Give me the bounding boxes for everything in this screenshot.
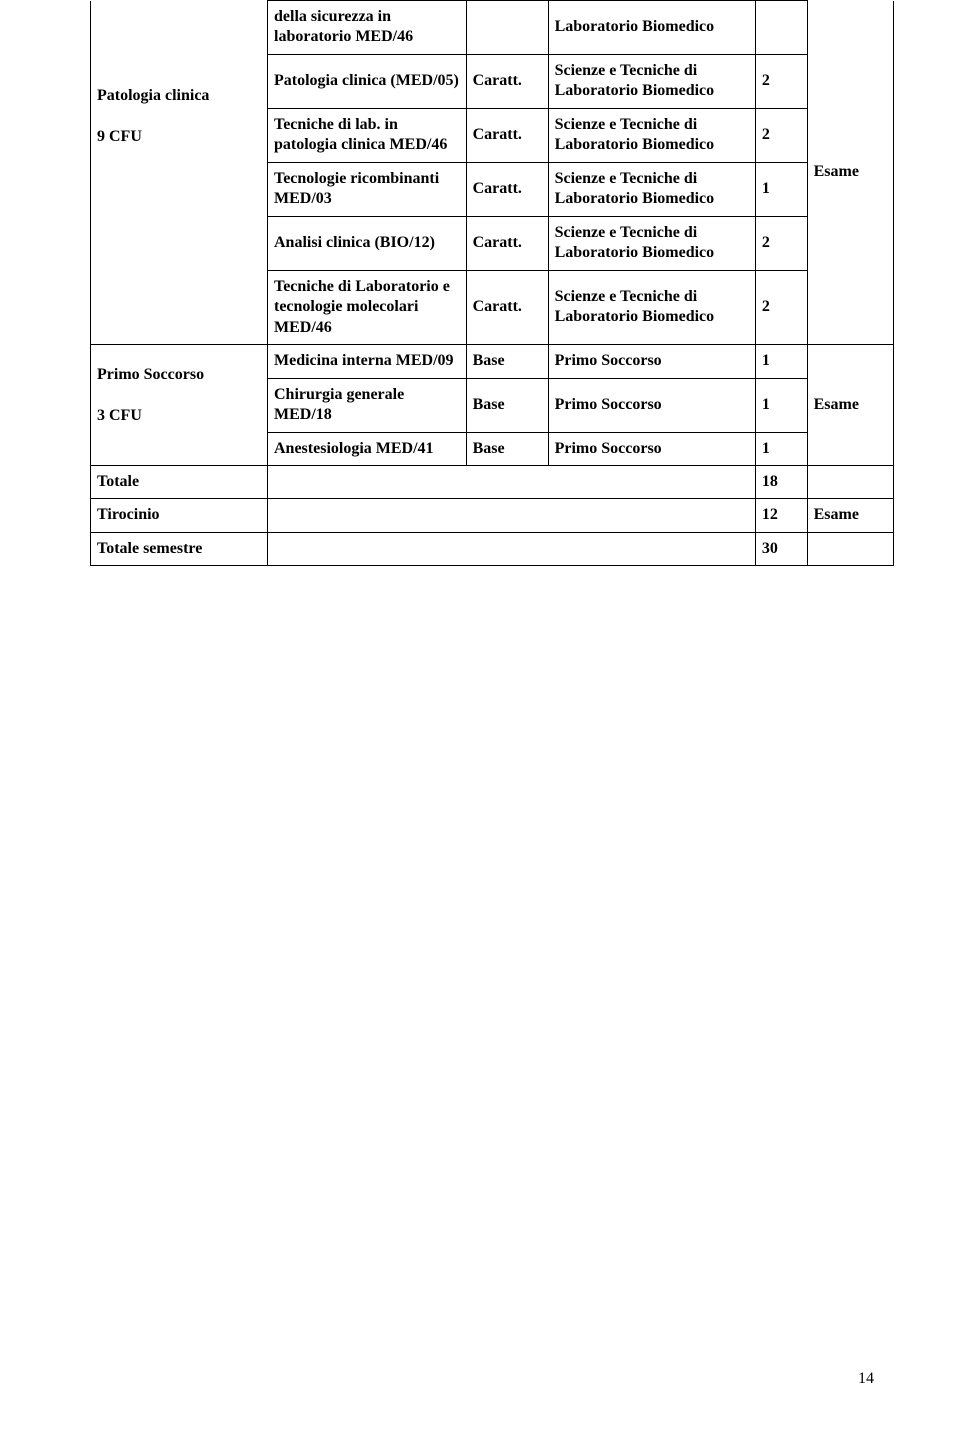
cell-empty	[268, 532, 756, 565]
cell-sector: Laboratorio Biomedico	[548, 1, 755, 55]
course-cfu: 9 CFU	[97, 128, 142, 145]
cell-cfu: 2	[755, 216, 807, 270]
cell-course-group: Primo Soccorso 3 CFU	[91, 345, 268, 466]
cell-type: Caratt.	[466, 270, 548, 344]
cell-sector: Scienze e Tecniche di Laboratorio Biomed…	[548, 108, 755, 162]
cell-type: Caratt.	[466, 108, 548, 162]
cell-module: Tecniche di Laboratorio e tecnologie mol…	[268, 270, 467, 344]
cell-empty	[807, 465, 893, 498]
cell-module: Analisi clinica (BIO/12)	[268, 216, 467, 270]
cell-exam: Esame	[807, 499, 893, 532]
cell-type: Base	[466, 345, 548, 378]
cell-cfu	[755, 1, 807, 55]
course-title: Patologia clinica	[97, 87, 209, 104]
cell-module: Medicina interna MED/09	[268, 345, 467, 378]
cell-course-group: Patologia clinica 9 CFU	[91, 54, 268, 344]
cell-cfu: 2	[755, 270, 807, 344]
page-number: 14	[858, 1370, 874, 1388]
table-row: Patologia clinica 9 CFU Patologia clinic…	[91, 54, 894, 108]
cell-sector: Primo Soccorso	[548, 345, 755, 378]
cell-type	[466, 1, 548, 55]
cell-module: Chirurgia generale MED/18	[268, 378, 467, 432]
cell-total-label: Totale semestre	[91, 532, 268, 565]
cell-cfu: 1	[755, 432, 807, 465]
cell-exam: Esame	[807, 345, 893, 466]
curriculum-table: della sicurezza in laboratorio MED/46 La…	[90, 0, 894, 566]
table-row: Primo Soccorso 3 CFU Medicina interna ME…	[91, 345, 894, 378]
cell-total-value: 30	[755, 532, 807, 565]
cell-cfu: 2	[755, 54, 807, 108]
cell-type: Caratt.	[466, 216, 548, 270]
page: della sicurezza in laboratorio MED/46 La…	[0, 0, 960, 1436]
cell-cfu: 2	[755, 108, 807, 162]
cell-exam: Esame	[807, 1, 893, 345]
cell-empty	[807, 532, 893, 565]
cell-sector: Scienze e Tecniche di Laboratorio Biomed…	[548, 216, 755, 270]
cell-type: Base	[466, 378, 548, 432]
cell-cfu: 1	[755, 162, 807, 216]
cell-total-value: 12	[755, 499, 807, 532]
cell-type: Caratt.	[466, 54, 548, 108]
cell-module: Tecniche di lab. in patologia clinica ME…	[268, 108, 467, 162]
cell-module: Patologia clinica (MED/05)	[268, 54, 467, 108]
cell-cfu: 1	[755, 345, 807, 378]
cell-cfu: 1	[755, 378, 807, 432]
cell-module: Tecnologie ricombinanti MED/03	[268, 162, 467, 216]
table-row: della sicurezza in laboratorio MED/46 La…	[91, 1, 894, 55]
course-title: Primo Soccorso	[97, 366, 204, 383]
cell-module: della sicurezza in laboratorio MED/46	[268, 1, 467, 55]
cell-empty	[268, 499, 756, 532]
cell-sector: Primo Soccorso	[548, 432, 755, 465]
cell-empty	[268, 465, 756, 498]
cell-sector: Primo Soccorso	[548, 378, 755, 432]
cell-type: Caratt.	[466, 162, 548, 216]
table-row-totale: Totale 18	[91, 465, 894, 498]
course-cfu: 3 CFU	[97, 407, 142, 424]
cell-type: Base	[466, 432, 548, 465]
cell-total-label: Tirocinio	[91, 499, 268, 532]
table-row-totale-semestre: Totale semestre 30	[91, 532, 894, 565]
cell-total-label: Totale	[91, 465, 268, 498]
table-row-tirocinio: Tirocinio 12 Esame	[91, 499, 894, 532]
cell-sector: Scienze e Tecniche di Laboratorio Biomed…	[548, 54, 755, 108]
cell-module: Anestesiologia MED/41	[268, 432, 467, 465]
cell-total-value: 18	[755, 465, 807, 498]
cell-course-group	[91, 1, 268, 55]
cell-sector: Scienze e Tecniche di Laboratorio Biomed…	[548, 270, 755, 344]
cell-sector: Scienze e Tecniche di Laboratorio Biomed…	[548, 162, 755, 216]
